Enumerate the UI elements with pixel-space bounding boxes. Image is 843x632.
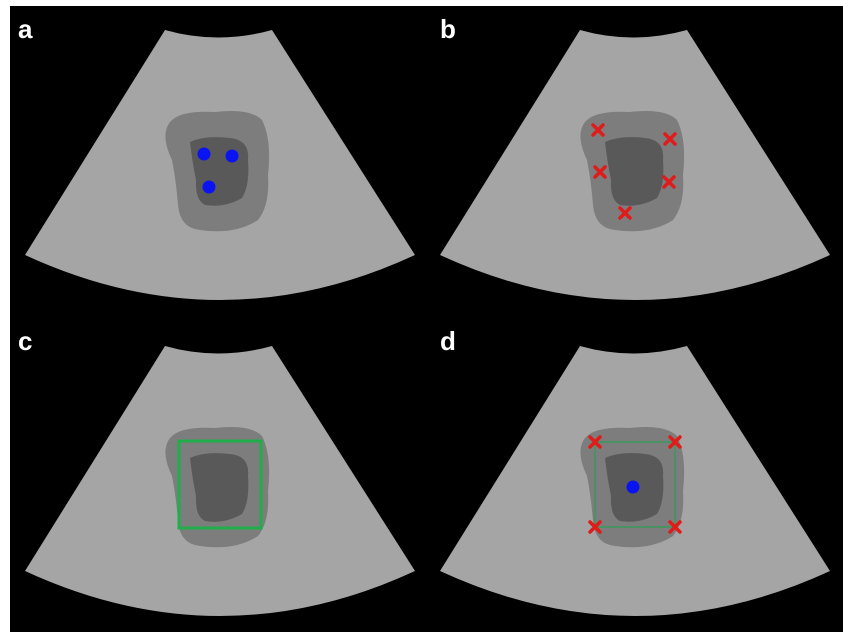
panel-label: d (440, 326, 456, 356)
figure: a b c d (0, 0, 843, 632)
panel-label: a (18, 14, 33, 44)
panel-label: b (440, 14, 456, 44)
panel-label: c (18, 326, 32, 356)
